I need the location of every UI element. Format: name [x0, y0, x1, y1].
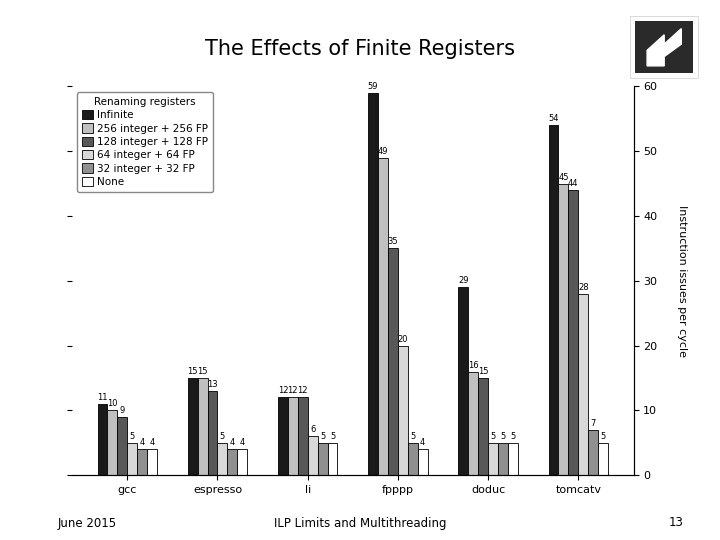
Text: 4: 4: [230, 438, 235, 447]
Text: 5: 5: [490, 432, 495, 441]
Bar: [107, 410, 117, 475]
Text: 5: 5: [220, 432, 225, 441]
Bar: [378, 158, 388, 475]
Text: 13: 13: [669, 516, 684, 530]
Text: 44: 44: [568, 179, 579, 188]
Bar: [127, 443, 138, 475]
Text: 4: 4: [420, 438, 426, 447]
Bar: [207, 391, 217, 475]
Text: 28: 28: [578, 283, 588, 292]
Legend: Infinite, 256 integer + 256 FP, 128 integer + 128 FP, 64 integer + 64 FP, 32 int: Infinite, 256 integer + 256 FP, 128 inte…: [77, 92, 213, 192]
Bar: [468, 372, 478, 475]
Text: 29: 29: [458, 276, 469, 285]
Bar: [368, 93, 378, 475]
Bar: [636, 21, 693, 73]
Bar: [578, 294, 588, 475]
Text: 9: 9: [120, 406, 125, 415]
Text: ILP Limits and Multithreading: ILP Limits and Multithreading: [274, 516, 446, 530]
Bar: [488, 443, 498, 475]
Bar: [498, 443, 508, 475]
Text: June 2015: June 2015: [58, 516, 117, 530]
Bar: [198, 378, 207, 475]
Text: 5: 5: [510, 432, 516, 441]
Bar: [598, 443, 608, 475]
Bar: [318, 443, 328, 475]
Bar: [508, 443, 518, 475]
Text: 15: 15: [478, 367, 488, 376]
Bar: [188, 378, 198, 475]
Bar: [97, 404, 107, 475]
Bar: [588, 430, 598, 475]
Bar: [459, 287, 468, 475]
Bar: [298, 397, 307, 475]
Bar: [328, 443, 338, 475]
Text: 54: 54: [548, 114, 559, 123]
Text: 10: 10: [107, 400, 117, 408]
Bar: [228, 449, 238, 475]
Bar: [398, 346, 408, 475]
Text: 5: 5: [330, 432, 335, 441]
Text: 5: 5: [320, 432, 325, 441]
Bar: [278, 397, 288, 475]
Polygon shape: [647, 29, 681, 66]
Text: 45: 45: [558, 173, 569, 181]
Bar: [307, 436, 318, 475]
Text: 5: 5: [130, 432, 135, 441]
Bar: [238, 449, 247, 475]
Text: 4: 4: [150, 438, 155, 447]
Bar: [408, 443, 418, 475]
Text: 35: 35: [387, 238, 398, 246]
Bar: [147, 449, 157, 475]
Bar: [388, 248, 398, 475]
Text: 13: 13: [207, 380, 218, 389]
Y-axis label: Instruction issues per cycle: Instruction issues per cycle: [677, 205, 687, 357]
Text: 7: 7: [590, 419, 596, 428]
Bar: [288, 397, 298, 475]
Bar: [117, 417, 127, 475]
Text: 11: 11: [97, 393, 108, 402]
Text: 20: 20: [397, 335, 408, 343]
Text: 5: 5: [600, 432, 606, 441]
Text: 5: 5: [410, 432, 415, 441]
Bar: [418, 449, 428, 475]
Text: 49: 49: [378, 147, 388, 156]
Text: 59: 59: [368, 82, 378, 91]
Bar: [138, 449, 147, 475]
Text: 12: 12: [297, 387, 308, 395]
Text: 15: 15: [197, 367, 208, 376]
Text: 12: 12: [278, 387, 288, 395]
Text: 5: 5: [500, 432, 505, 441]
Text: 6: 6: [310, 426, 315, 434]
Bar: [568, 190, 578, 475]
Bar: [549, 125, 559, 475]
Text: 4: 4: [140, 438, 145, 447]
Text: The Effects of Finite Registers: The Effects of Finite Registers: [205, 39, 515, 59]
Bar: [217, 443, 228, 475]
Text: 12: 12: [287, 387, 298, 395]
Text: 15: 15: [187, 367, 198, 376]
Bar: [559, 184, 568, 475]
Text: 16: 16: [468, 361, 479, 369]
Bar: [478, 378, 488, 475]
Text: 4: 4: [240, 438, 245, 447]
